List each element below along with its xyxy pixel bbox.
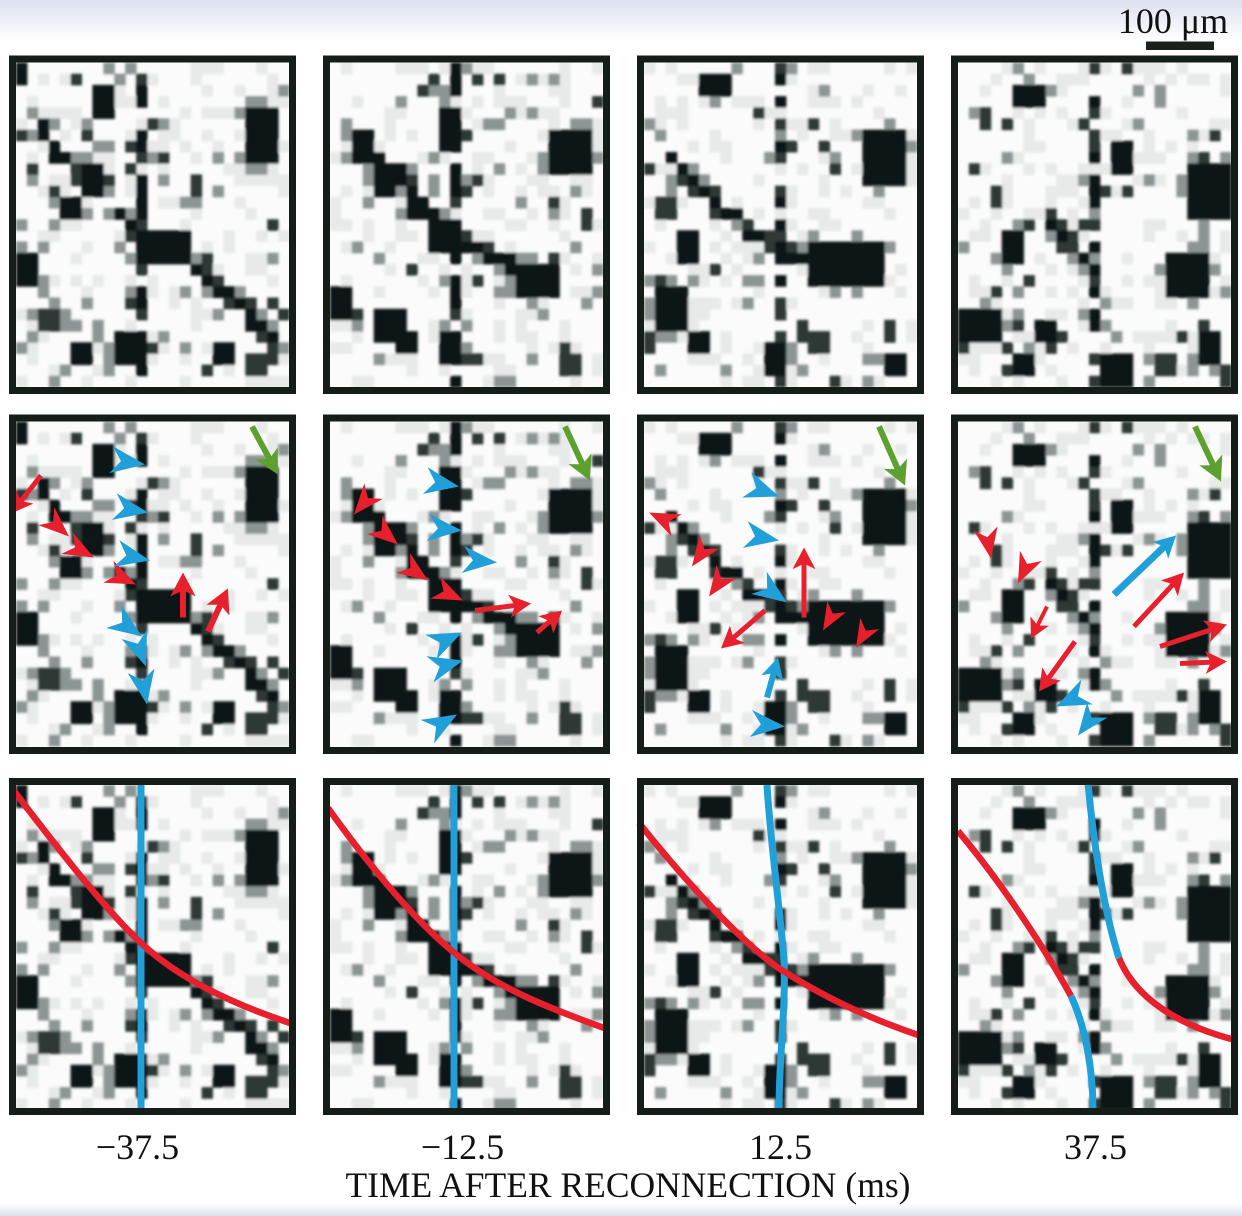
svg-text:−12.5: −12.5 — [421, 1127, 504, 1167]
svg-text:100 μm: 100 μm — [1118, 1, 1228, 41]
svg-text:12.5: 12.5 — [749, 1127, 812, 1167]
svg-text:37.5: 37.5 — [1064, 1127, 1127, 1167]
svg-text:−37.5: −37.5 — [96, 1127, 179, 1167]
svg-text:TIME AFTER RECONNECTION (ms): TIME AFTER RECONNECTION (ms) — [345, 1165, 910, 1205]
